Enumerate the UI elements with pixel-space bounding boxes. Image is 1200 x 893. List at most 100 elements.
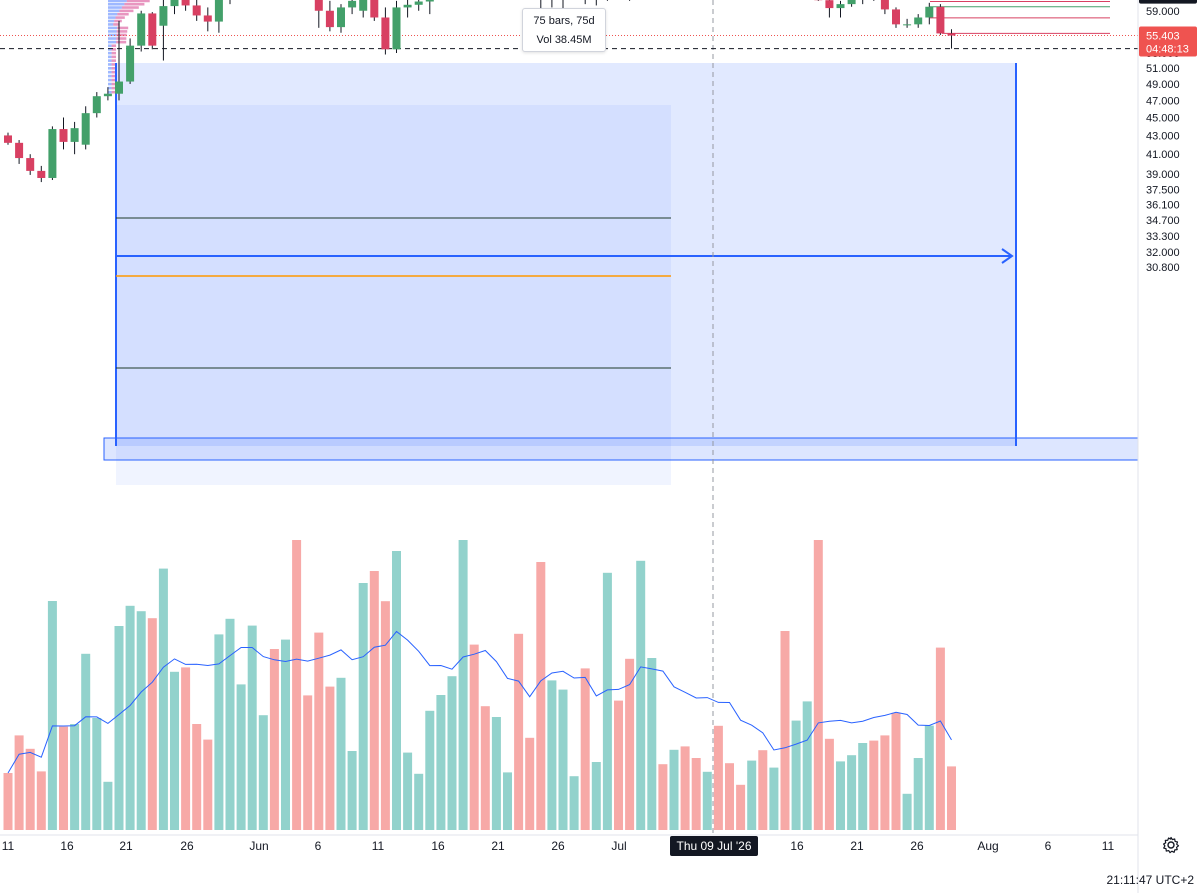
profile-bar-up [108, 51, 112, 55]
volume-bar [647, 658, 657, 830]
background-layer [103, 63, 1139, 485]
volume-bar [269, 649, 279, 830]
volume-bar [480, 706, 490, 830]
price-tick-label: 37.500 [1146, 184, 1180, 196]
volume-bar [947, 766, 956, 830]
date-range-box [116, 63, 1016, 446]
volume-bar [458, 540, 468, 830]
price-tick-label: 32.000 [1146, 247, 1180, 259]
profile-bar-up [108, 23, 114, 26]
support-zone-box [103, 437, 1139, 461]
candle-body [914, 17, 923, 25]
candle-body [903, 24, 912, 26]
profile-bar-down [116, 37, 127, 40]
time-tick-label: 11 [1102, 839, 1115, 853]
candle-body [115, 81, 123, 94]
profile-bar-down [111, 48, 117, 51]
profile-bar-up [108, 63, 112, 66]
volume-bar [114, 626, 124, 830]
volume-bar [369, 571, 379, 830]
profile-bar-down [111, 66, 117, 70]
volume-bar [158, 568, 168, 830]
candle-body [48, 129, 57, 178]
price-tick-label: 49.000 [1146, 79, 1180, 91]
volume-bar [225, 618, 235, 830]
range-volume-text: Vol 38.45M [536, 34, 592, 46]
candle-body [92, 96, 101, 114]
candle-body [381, 17, 390, 50]
candle-body [836, 4, 845, 9]
time-tick-label: 21 [119, 839, 133, 853]
countdown-label: 04:48:13 [1146, 44, 1189, 56]
price-tick-label: 34.700 [1146, 215, 1180, 227]
time-tick-label: 26 [180, 839, 194, 853]
time-tick-label: 16 [60, 839, 74, 853]
volume-bar [769, 767, 779, 830]
volume-bar [503, 772, 512, 830]
volume-bar [858, 743, 868, 830]
price-tick-label: 43.000 [1146, 130, 1180, 142]
volume-bar [880, 735, 890, 830]
volume-bar [680, 746, 690, 830]
profile-bar-down [111, 63, 117, 66]
candle-body [170, 0, 179, 7]
candle-body [59, 129, 68, 142]
candle-body [370, 0, 379, 18]
volume-bar [514, 633, 524, 830]
profile-bar-down [115, 16, 125, 19]
volume-bar [836, 761, 845, 830]
candle-body [15, 142, 24, 159]
candle-body [880, 0, 889, 10]
profile-bar-down [111, 90, 116, 94]
volume-bar [491, 717, 501, 830]
profile-bar-up [108, 59, 112, 62]
volume-bar [203, 739, 213, 830]
price-tick-label: 47.000 [1146, 95, 1180, 107]
profile-bar-down [111, 86, 116, 90]
candle-body [936, 6, 945, 34]
volume-bar [658, 764, 668, 830]
candle-body [159, 6, 168, 26]
volume-bar [347, 751, 357, 830]
candle-body [137, 13, 146, 46]
volume-bar [358, 583, 368, 830]
volume-bar [236, 684, 246, 830]
candle-body [126, 45, 135, 82]
crosshair-date-label: Thu 09 Jul '26 [676, 839, 751, 853]
candle-body [37, 170, 46, 178]
volume-bar [580, 668, 590, 830]
volume-bar [669, 749, 679, 830]
profile-bar-up [108, 55, 112, 59]
volume-bar [181, 667, 191, 830]
candle-body [414, 1, 423, 5]
volume-bar [214, 634, 224, 830]
profile-bar-up [108, 12, 118, 16]
price-tick-label: 33.300 [1146, 231, 1180, 243]
profile-bar-up [108, 19, 115, 23]
candle-body [214, 0, 223, 22]
volume-ma-line [7, 630, 952, 774]
volume-bar [902, 793, 912, 830]
volume-bar [392, 551, 401, 830]
price-tick-label: 59.000 [1146, 6, 1180, 18]
candle-body [947, 33, 956, 36]
time-tick-label: 21 [850, 839, 864, 853]
profile-bar-down [121, 6, 139, 9]
profile-bar-up [108, 40, 117, 44]
volume-bar [802, 701, 812, 830]
time-tick-label: Jun [249, 839, 268, 853]
volume-bar [758, 750, 768, 830]
volume-bar [281, 639, 290, 830]
gear-icon[interactable] [1162, 836, 1180, 854]
profile-bar-down [126, 0, 150, 3]
profile-bar-up [108, 26, 118, 30]
profile-bar-down [111, 44, 117, 48]
profile-bar-up [108, 90, 112, 94]
time-tick-label: 6 [1045, 839, 1052, 853]
volume-bar [170, 671, 179, 830]
candle-body [847, 0, 856, 5]
crosshair-price-label: 61.625 [1146, 0, 1180, 1]
volume-bar [569, 776, 579, 830]
